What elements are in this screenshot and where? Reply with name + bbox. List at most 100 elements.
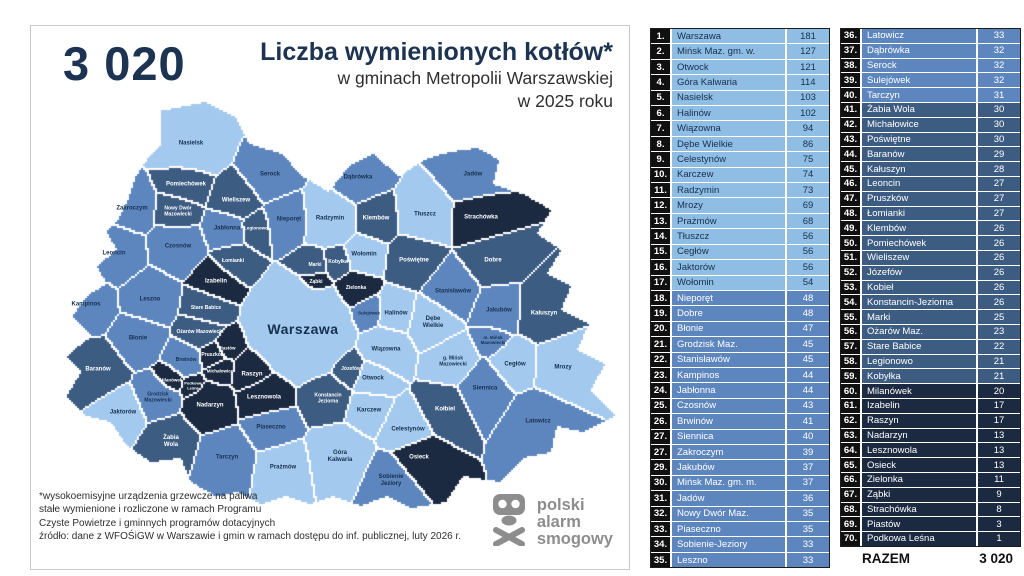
gmina-name: Łomianki [862, 206, 978, 221]
table-row: 60. Milanówek 20 [841, 384, 1020, 399]
gmina-name: Zielonka [862, 472, 978, 487]
map-region-label: Strachówka [464, 214, 498, 221]
map-region-label: Kołbiel [434, 406, 456, 413]
rank-badge: 52. [841, 265, 862, 280]
boiler-count: 127 [787, 44, 829, 59]
gmina-name: Góra Kalwaria [672, 75, 787, 90]
footnote-line: *wysokoemisyjne urządzenia grzewcze na p… [39, 491, 258, 502]
rank-badge: 63. [841, 428, 862, 443]
boiler-count: 13 [978, 458, 1020, 472]
gmina-name: Dobre [672, 306, 787, 321]
rank-badge: 6. [651, 106, 672, 121]
table-row: 3. Otwock 121 [651, 59, 829, 76]
rank-badge: 11. [651, 183, 672, 198]
boiler-count: 11 [978, 472, 1020, 487]
gmina-name: Tarczyn [862, 88, 978, 102]
boiler-count: 56 [787, 229, 829, 244]
boiler-count: 30 [978, 132, 1020, 147]
rank-badge: 50. [841, 236, 862, 250]
table-row: 39. Sulejówek 32 [841, 73, 1020, 89]
gmina-name: Grodzisk Maz. [672, 337, 787, 352]
table-row: 36. Latowicz 33 [841, 29, 1020, 44]
page-title: Liczba wymienionych kotłów* [260, 38, 613, 66]
boiler-count: 30 [978, 117, 1020, 132]
table-row: 30. Mińsk Maz. gm. m. 37 [651, 475, 829, 492]
gmina-name: Stanisławów [672, 352, 787, 367]
gmina-name: Kobieł [862, 280, 978, 295]
boiler-count: 48 [787, 290, 829, 306]
table-row: 16. Jaktorów 56 [651, 260, 829, 276]
boiler-count: 39 [787, 444, 829, 460]
table-row: 20. Błonie 47 [651, 321, 829, 338]
rank-badge: 17. [651, 275, 672, 290]
boiler-count: 37 [787, 475, 829, 491]
map-region-label: Halinów [384, 310, 408, 317]
table-row: 17. Wołomin 54 [651, 275, 829, 291]
boiler-count: 35 [787, 506, 829, 521]
subtitle-line-2: w 2025 roku [517, 90, 613, 111]
map-region-label: Leszno [139, 296, 161, 303]
gmina-name: Podkowa Leśna [862, 532, 978, 546]
map-region-label: Pruszków [201, 352, 225, 359]
map-region-label: Tarczyn [215, 454, 239, 461]
map-region-label: Nowy Dwór Mazowiecki [164, 205, 192, 217]
rank-badge: 27. [651, 429, 672, 444]
boiler-count: 103 [787, 90, 829, 106]
gmina-name: Michałowice [862, 117, 978, 132]
gmina-name: Sobienie-Jeziory [672, 537, 787, 552]
boiler-count: 8 [978, 502, 1020, 517]
table-row: 2. Mińsk Maz. gm. w. 127 [651, 44, 829, 60]
rank-badge: 67. [841, 487, 862, 502]
gmina-name: Zakroczym [672, 444, 787, 460]
rank-badge: 39. [841, 73, 862, 88]
boiler-count: 32 [978, 73, 1020, 88]
map-region-label: Izabelin [204, 278, 228, 285]
rank-badge: 66. [841, 472, 862, 487]
boiler-count: 13 [978, 428, 1020, 443]
table-row: 27. Zakroczym 39 [651, 444, 829, 461]
map-region-label: Piastów [218, 345, 236, 351]
boiler-count: 36 [787, 491, 829, 506]
gmina-name: Sulejówek [862, 73, 978, 88]
boiler-count: 33 [787, 537, 829, 552]
map-region-label: Czosnów [164, 243, 192, 250]
map-region-label: Legionowo [244, 225, 268, 231]
rank-badge: 15. [651, 244, 672, 260]
map-region-label: Latowicz [525, 418, 551, 425]
rank-badge: 53. [841, 280, 862, 295]
rank-badge: 21. [651, 337, 672, 352]
table-row: 11. Radzymin 73 [651, 183, 829, 199]
rank-badge: 70. [841, 532, 862, 546]
rank-badge: 33. [651, 522, 672, 537]
gmina-name: Ożarów Maz. [862, 324, 978, 339]
map-region-label: Łomianki [222, 258, 244, 265]
ranking-table-1-35: 1. Warszawa 181 2. Mińsk Maz. gm. w. 127 3. Otw… [650, 28, 830, 568]
table-row: 65. Osieck 13 [841, 458, 1020, 473]
table-row: 23. Kampinos 44 [651, 367, 829, 384]
boiler-count: 47 [787, 321, 829, 337]
table-row: 48. Łomianki 27 [841, 206, 1020, 222]
map-region-label: Podkowa Leśna [184, 380, 202, 390]
boiler-count: 17 [978, 413, 1020, 428]
boiler-count: 25 [978, 310, 1020, 324]
rank-badge: 32. [651, 506, 672, 521]
gmina-name: Brwinów [672, 414, 787, 429]
logo-word: polski [536, 496, 585, 515]
rank-badge: 30. [651, 475, 672, 491]
map-region-label: Karczew [356, 407, 382, 414]
table-row: 46. Leoncin 27 [841, 176, 1020, 192]
gmina-name: Poświętne [862, 132, 978, 147]
rank-badge: 46. [841, 176, 862, 191]
boiler-count: 181 [787, 29, 829, 44]
gmina-name: Wołomin [672, 275, 787, 290]
rank-badge: 1. [651, 29, 672, 44]
map-region-label: Osieck [409, 454, 429, 461]
table-row: 31. Jadów 36 [651, 491, 829, 507]
footnote-line: stałe wymienione i rozliczone w ramach P… [39, 504, 262, 516]
table-row: 62. Raszyn 17 [841, 413, 1020, 429]
title-block: Liczba wymienionych kotłów* w gminach Me… [260, 38, 613, 113]
gmina-name: Milanówek [862, 384, 978, 398]
gmina-name: Błonie [672, 321, 787, 337]
table-row: 67. Ząbki 9 [841, 487, 1020, 503]
map-region-label: Kobyłka [328, 259, 348, 266]
